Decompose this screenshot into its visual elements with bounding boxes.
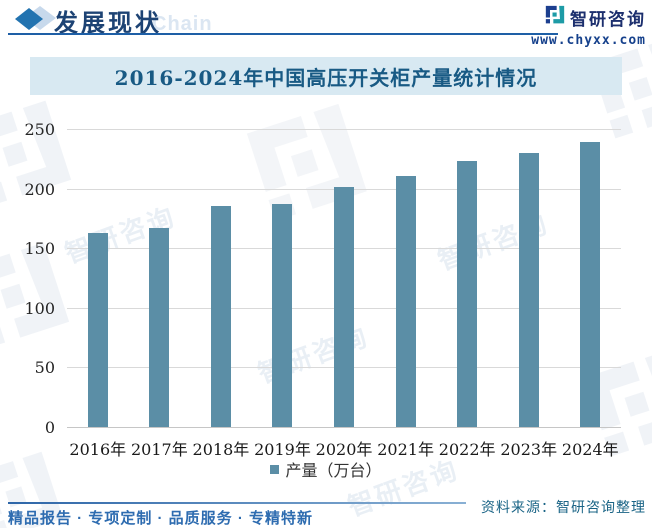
brand-block: 智研咨询 www.chyxx.com [531,5,646,48]
brand-name: 智研咨询 [570,10,646,29]
plot-area [67,129,621,427]
chart-title: 2016-2024年中国高压开关柜产量统计情况 [114,65,538,90]
legend-label: 产量（万台） [285,461,382,480]
y-tick-label: 250 [24,120,55,139]
diamond-bullet-icon [13,5,57,38]
x-tick-label: 2023年 [500,440,558,459]
bar-cell [436,129,498,427]
bar-cell [129,129,191,427]
data-source-note: 资料来源：智研咨询整理 [481,499,646,515]
y-tick-label: 0 [44,418,55,437]
y-tick-label: 100 [24,298,55,318]
bar-cell [498,129,560,427]
bar-series [67,129,621,427]
y-tick-label: 50 [34,358,55,378]
footer-divider [8,502,466,504]
x-tick-label: 2021年 [377,440,434,459]
watermark-chain-text: Chain [152,13,213,35]
bar-cell [190,129,252,427]
brand-website: www.chyxx.com [531,33,646,48]
x-tick-label: 2020年 [315,440,373,459]
x-tick-label: 2022年 [438,440,496,459]
y-axis: 0 50 100 150 200 250 [0,120,60,437]
bar-2024年 [580,142,601,427]
x-tick-label: 2019年 [254,440,311,459]
x-axis-line [67,427,621,428]
x-tick-label: 2016年 [69,440,127,459]
y-tick-label: 200 [24,179,55,199]
page-title: 发展现状 [54,10,162,37]
bar-2016年 [87,232,108,427]
x-tick-label: 2018年 [192,440,250,459]
brand-logo-icon [545,5,565,30]
legend-marker-icon [270,464,280,474]
bar-2022年 [457,161,478,427]
y-tick-label: 150 [24,239,55,259]
bar-2023年 [518,152,539,427]
x-tick-label: 2024年 [561,440,619,459]
footer-slogan: 精品报告 · 专项定制 · 品质服务 · 专精特新 [8,510,313,527]
x-axis: 2016年 2017年 2018年 2019年 2020年 2021年 2022年 2023年… [67,436,621,460]
bar-2018年 [210,206,231,427]
bar-cell [560,129,622,427]
header-divider [8,33,558,35]
bar-2020年 [334,187,355,427]
bar-2017年 [149,227,170,427]
bar-cell [67,129,129,427]
bar-2019年 [272,204,293,427]
header: Chain 发展现状 智研咨询 www.chyxx.com [0,0,652,56]
legend: 产量（万台） [0,457,652,481]
x-tick-label: 2017年 [130,440,188,459]
bar-cell [375,129,437,427]
gridline [67,129,621,130]
bar-cell [252,129,314,427]
chart-title-band: 2016-2024年中国高压开关柜产量统计情况 [30,57,622,95]
bar-2021年 [395,175,416,427]
bar-cell [313,129,375,427]
